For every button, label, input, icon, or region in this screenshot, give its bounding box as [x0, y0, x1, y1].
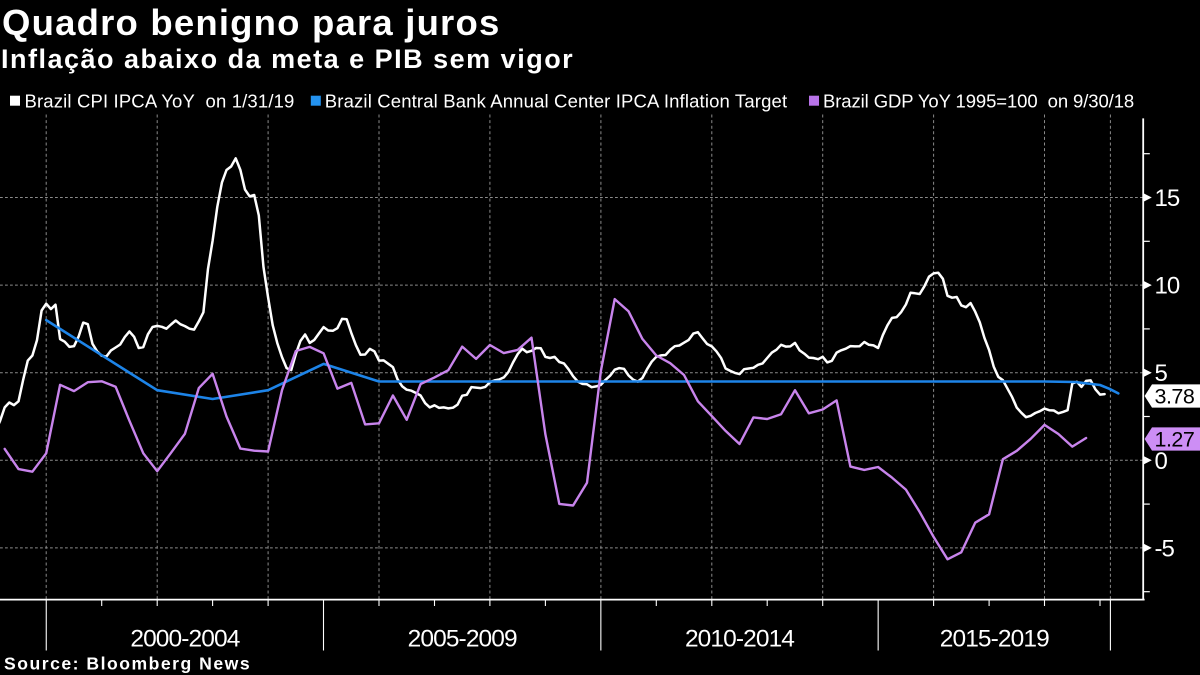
svg-text:5: 5 [1155, 360, 1168, 387]
svg-text:Brazil Central Bank Annual Cen: Brazil Central Bank Annual Center IPCA I… [325, 91, 787, 112]
svg-text:15: 15 [1155, 185, 1180, 212]
svg-text:Inflação abaixo da meta e PIB: Inflação abaixo da meta e PIB sem vigor [1, 44, 574, 74]
svg-text:10: 10 [1155, 273, 1180, 300]
svg-text:2010-2014: 2010-2014 [685, 626, 794, 653]
svg-text:1.27: 1.27 [1155, 428, 1195, 452]
svg-text:Brazil CPI IPCA YoY on 1/31/1: Brazil CPI IPCA YoY on 1/31/19 [25, 91, 295, 112]
svg-text:Source: Bloomberg News: Source: Bloomberg News [4, 654, 251, 674]
svg-text:2005-2009: 2005-2009 [408, 626, 517, 653]
svg-text:-5: -5 [1155, 535, 1175, 562]
svg-text:2015-2019: 2015-2019 [940, 626, 1049, 653]
svg-text:2000-2004: 2000-2004 [130, 626, 239, 653]
svg-text:3.78: 3.78 [1155, 385, 1195, 409]
svg-text:0: 0 [1155, 448, 1168, 475]
svg-text:Brazil GDP YoY 1995=100 on 9/: Brazil GDP YoY 1995=100 on 9/30/18 [823, 91, 1134, 112]
svg-text:Quadro benigno para juros: Quadro benigno para juros [2, 2, 500, 43]
